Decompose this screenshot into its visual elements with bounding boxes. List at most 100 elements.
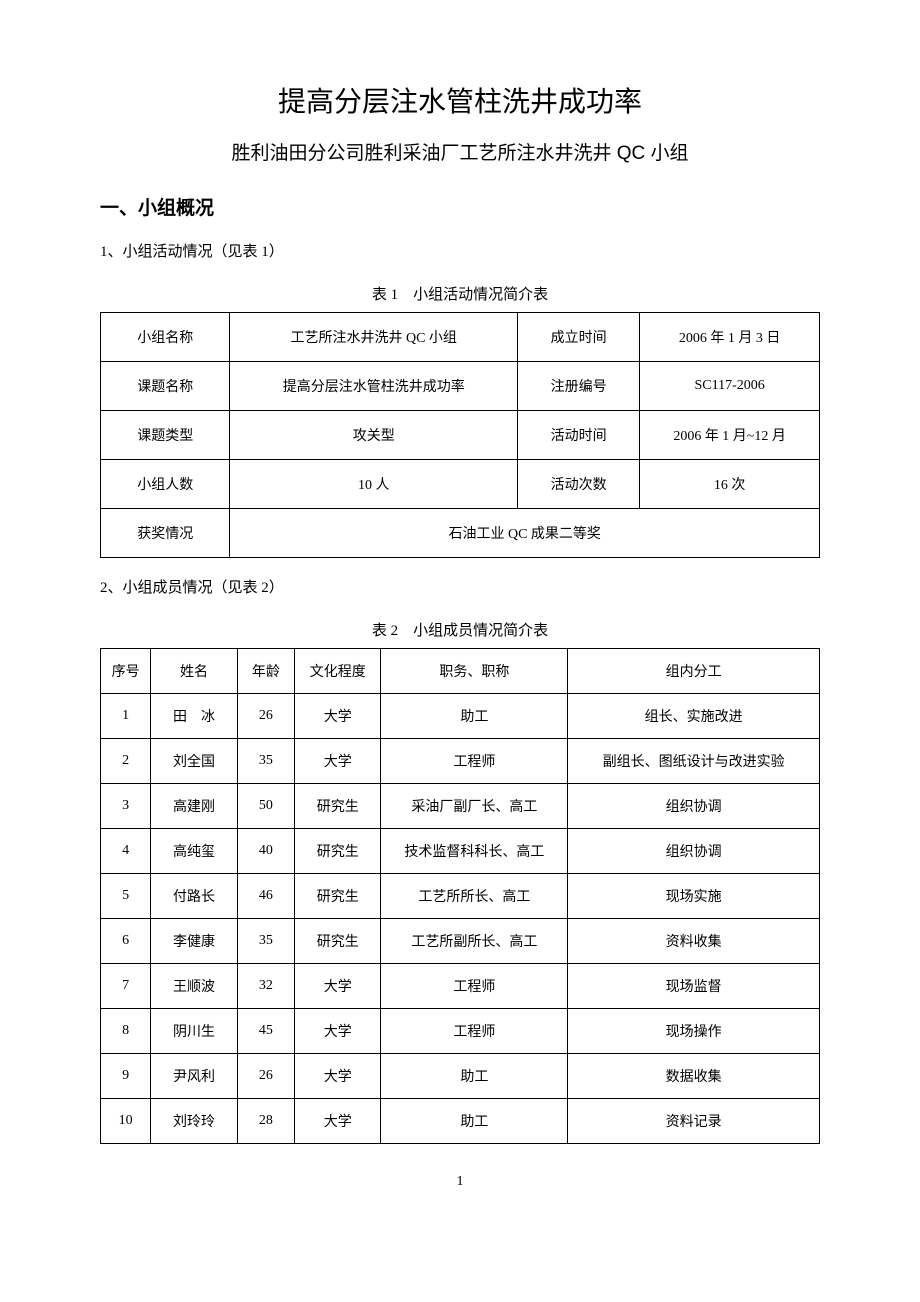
cell-label: 小组名称 [101,313,230,362]
cell-value: 高纯玺 [151,829,237,874]
cell-value: 5 [101,874,151,919]
cell-value: 工程师 [381,1009,568,1054]
cell-label: 活动次数 [518,460,640,509]
cell-value: 1 [101,694,151,739]
cell-value: 35 [237,739,295,784]
cell-label: 课题名称 [101,362,230,411]
cell-value: 助工 [381,694,568,739]
cell-value: 40 [237,829,295,874]
cell-value: 26 [237,694,295,739]
table-row: 5付路长46研究生工艺所所长、高工现场实施 [101,874,820,919]
cell-value: 4 [101,829,151,874]
header-cell: 职务、职称 [381,649,568,694]
cell-value: 阴川生 [151,1009,237,1054]
cell-value: 2006 年 1 月 3 日 [640,313,820,362]
table1-caption: 表 1 小组活动情况简介表 [100,283,820,304]
cell-value: 46 [237,874,295,919]
table-row: 小组名称 工艺所注水井洗井 QC 小组 成立时间 2006 年 1 月 3 日 [101,313,820,362]
table-row: 9尹风利26大学助工数据收集 [101,1054,820,1099]
cell-label: 成立时间 [518,313,640,362]
cell-value: 工艺所注水井洗井 QC 小组 [230,313,518,362]
cell-value: 35 [237,919,295,964]
table-row: 2刘全国35大学工程师副组长、图纸设计与改进实验 [101,739,820,784]
cell-value: 工程师 [381,739,568,784]
table-row: 7王顺波32大学工程师现场监督 [101,964,820,1009]
cell-value: 10 [101,1099,151,1144]
cell-value: 大学 [295,739,381,784]
page-number: 1 [100,1174,820,1190]
document-title: 提高分层注水管柱洗井成功率 [100,80,820,120]
cell-value: 尹风利 [151,1054,237,1099]
table-row: 6李健康35研究生工艺所副所长、高工资料收集 [101,919,820,964]
cell-label: 获奖情况 [101,509,230,558]
cell-value: 2 [101,739,151,784]
header-cell: 年龄 [237,649,295,694]
cell-value: 攻关型 [230,411,518,460]
cell-value: 李健康 [151,919,237,964]
cell-value: 研究生 [295,874,381,919]
cell-value: 现场实施 [568,874,820,919]
table-header-row: 序号 姓名 年龄 文化程度 职务、职称 组内分工 [101,649,820,694]
table-row: 课题名称 提高分层注水管柱洗井成功率 注册编号 SC117-2006 [101,362,820,411]
cell-value: 组长、实施改进 [568,694,820,739]
cell-label: 课题类型 [101,411,230,460]
cell-value: 大学 [295,1099,381,1144]
table2-intro-text: 2、小组成员情况（见表 2） [100,576,820,597]
cell-value: 研究生 [295,829,381,874]
cell-value: 6 [101,919,151,964]
cell-value: 研究生 [295,784,381,829]
cell-label: 活动时间 [518,411,640,460]
cell-value: 8 [101,1009,151,1054]
table-row: 10刘玲玲28大学助工资料记录 [101,1099,820,1144]
table-row: 1田 冰26大学助工组长、实施改进 [101,694,820,739]
cell-value: 研究生 [295,919,381,964]
table-row: 3高建刚50研究生采油厂副厂长、高工组织协调 [101,784,820,829]
cell-value: 刘玲玲 [151,1099,237,1144]
table-row: 获奖情况 石油工业 QC 成果二等奖 [101,509,820,558]
cell-value: 16 次 [640,460,820,509]
table-row: 4高纯玺40研究生技术监督科科长、高工组织协调 [101,829,820,874]
cell-label: 小组人数 [101,460,230,509]
header-cell: 序号 [101,649,151,694]
cell-value: 7 [101,964,151,1009]
cell-value: 技术监督科科长、高工 [381,829,568,874]
header-cell: 文化程度 [295,649,381,694]
cell-value: 3 [101,784,151,829]
table-row: 8阴川生45大学工程师现场操作 [101,1009,820,1054]
table-row: 小组人数 10 人 活动次数 16 次 [101,460,820,509]
table1-intro-text: 1、小组活动情况（见表 1） [100,240,820,261]
section-1-heading: 一、小组概况 [100,193,820,220]
group-activity-table: 小组名称 工艺所注水井洗井 QC 小组 成立时间 2006 年 1 月 3 日 … [100,312,820,558]
cell-value: 现场操作 [568,1009,820,1054]
cell-value: 田 冰 [151,694,237,739]
cell-value: 组织协调 [568,784,820,829]
cell-value: 大学 [295,1054,381,1099]
cell-value: 采油厂副厂长、高工 [381,784,568,829]
cell-value: 刘全国 [151,739,237,784]
cell-value: 助工 [381,1054,568,1099]
cell-value: 大学 [295,694,381,739]
cell-value: 现场监督 [568,964,820,1009]
cell-value: 28 [237,1099,295,1144]
cell-value: 王顺波 [151,964,237,1009]
cell-value: 石油工业 QC 成果二等奖 [230,509,820,558]
cell-value: 工程师 [381,964,568,1009]
cell-value: 工艺所所长、高工 [381,874,568,919]
cell-label: 注册编号 [518,362,640,411]
cell-value: 10 人 [230,460,518,509]
document-subtitle: 胜利油田分公司胜利采油厂工艺所注水井洗井 QC 小组 [100,138,820,165]
cell-value: SC117-2006 [640,362,820,411]
cell-value: 副组长、图纸设计与改进实验 [568,739,820,784]
cell-value: 高建刚 [151,784,237,829]
cell-value: 组织协调 [568,829,820,874]
cell-value: 数据收集 [568,1054,820,1099]
cell-value: 2006 年 1 月~12 月 [640,411,820,460]
cell-value: 45 [237,1009,295,1054]
cell-value: 50 [237,784,295,829]
cell-value: 大学 [295,964,381,1009]
cell-value: 助工 [381,1099,568,1144]
cell-value: 付路长 [151,874,237,919]
cell-value: 大学 [295,1009,381,1054]
header-cell: 姓名 [151,649,237,694]
header-cell: 组内分工 [568,649,820,694]
